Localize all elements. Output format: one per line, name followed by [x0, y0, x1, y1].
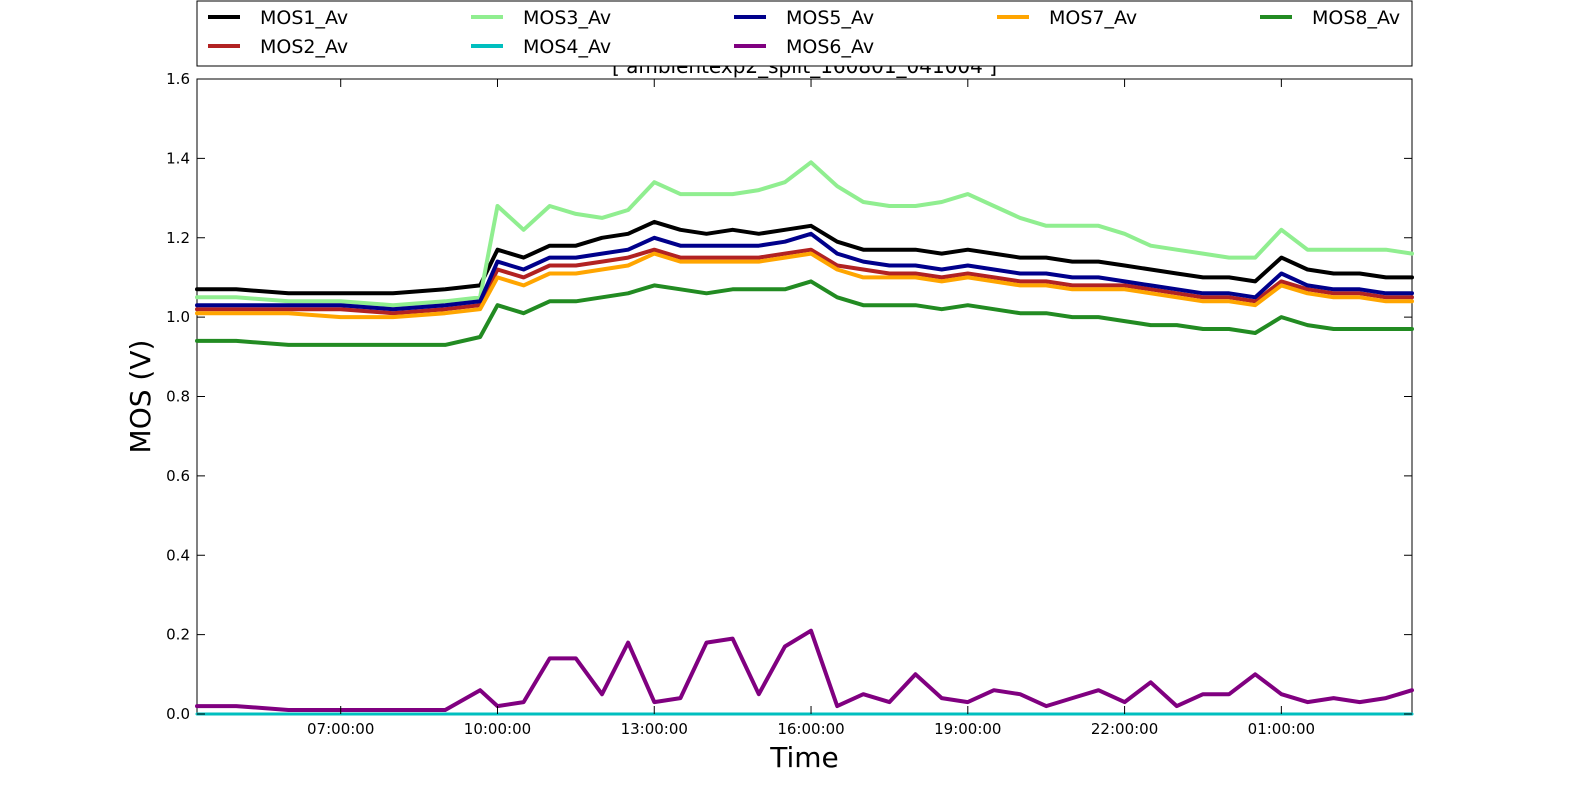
axis-ticks: 0.0 0.2 0.4 0.6 0.8 1.0 1.2 1.4 1.6 07:00:00 10:00… [166, 70, 1412, 738]
legend-item-mos7-av: MOS7_Av [997, 7, 1137, 29]
y-tick-label: 0.0 [166, 705, 190, 723]
y-tick-label: 0.2 [166, 626, 190, 644]
legend-label: MOS6_Av [786, 36, 874, 58]
legend-item-mos1-av: MOS1_Av [208, 7, 348, 29]
legend-label: MOS1_Av [260, 7, 348, 29]
y-tick-label: 1.6 [166, 70, 190, 88]
y-tick-label: 1.0 [166, 308, 190, 326]
x-axis-label: Time [769, 741, 839, 774]
x-tick-label: 22:00:00 [1091, 720, 1158, 738]
x-tick-label: 07:00:00 [307, 720, 374, 738]
y-axis-label: MOS (V) [124, 340, 157, 454]
series-line-mos5-av [195, 231, 1414, 312]
legend-label: MOS7_Av [1049, 7, 1137, 29]
legend: MOS1_Av MOS2_Av MOS3_Av MOS4_Av MOS5_Av MOS6_… [196, 0, 1413, 67]
x-tick-label: 01:00:00 [1248, 720, 1315, 738]
legend-item-mos8-av: MOS8_Av [1260, 7, 1400, 29]
y-tick-label: 1.2 [166, 229, 190, 247]
x-tick-label: 10:00:00 [464, 720, 531, 738]
legend-label: MOS5_Av [786, 7, 874, 29]
series-line-mos8-av [195, 279, 1414, 347]
legend-item-mos5-av: MOS5_Av [734, 7, 874, 29]
legend-box [196, 0, 1413, 67]
y-tick-label: 0.6 [166, 467, 190, 485]
series-line-mos7-av [195, 251, 1414, 320]
legend-item-mos6-av: MOS6_Av [734, 36, 874, 58]
x-tick-label: 19:00:00 [934, 720, 1001, 738]
series-line-mos1-av [195, 219, 1414, 296]
legend-label: MOS8_Av [1312, 7, 1400, 29]
x-tick-label: 13:00:00 [621, 720, 688, 738]
y-tick-label: 1.4 [166, 149, 190, 167]
series-line-mos3-av [195, 160, 1414, 308]
legend-label: MOS3_Av [523, 7, 611, 29]
y-tick-label: 0.8 [166, 388, 190, 406]
legend-item-mos2-av: MOS2_Av [208, 36, 348, 58]
series-line-mos2-av [195, 247, 1414, 316]
plot-area [196, 78, 1413, 715]
legend-item-mos3-av: MOS3_Av [471, 7, 611, 29]
legend-item-mos4-av: MOS4_Av [471, 36, 611, 58]
legend-label: MOS2_Av [260, 36, 348, 58]
legend-label: MOS4_Av [523, 36, 611, 58]
y-tick-label: 0.4 [166, 546, 190, 564]
x-tick-label: 16:00:00 [777, 720, 844, 738]
